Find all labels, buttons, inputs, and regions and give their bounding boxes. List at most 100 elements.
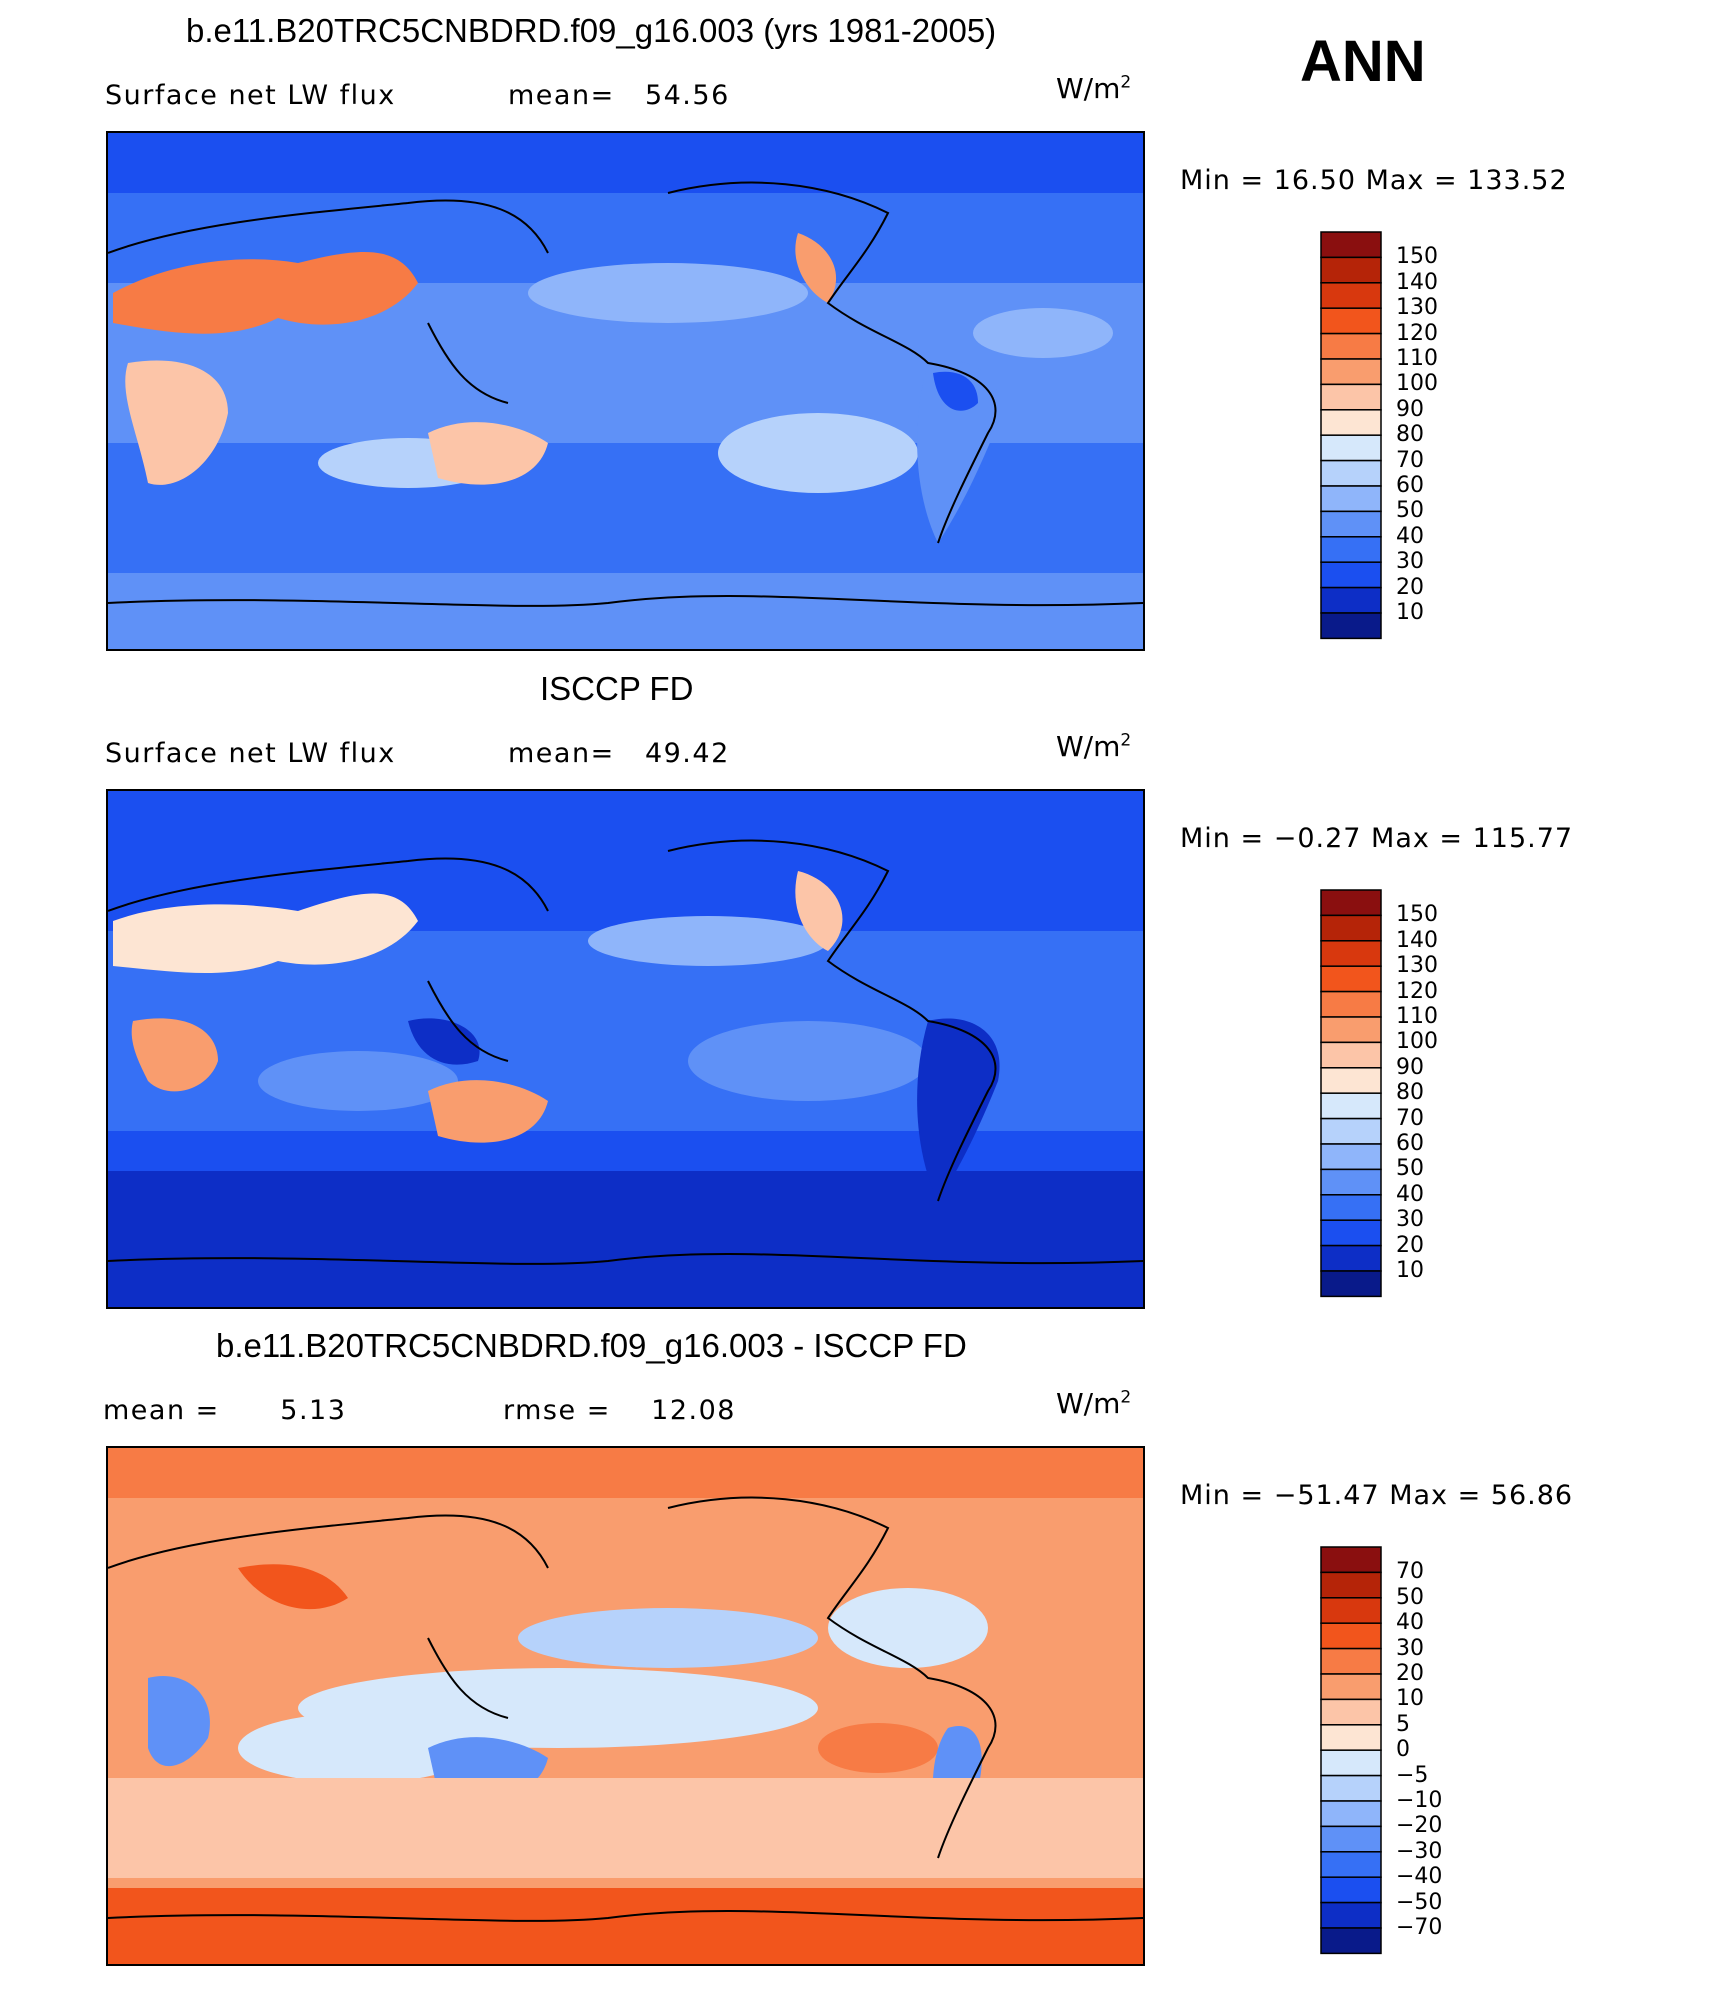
colorbar-swatch [1320,332,1382,360]
colorbar-tick-label: 30 [1396,1635,1424,1661]
colorbar-tick-label: 0 [1396,1737,1410,1763]
colorbar-tick-label: 10 [1396,1686,1424,1712]
panel-3-mean-label: mean = 5.13 [103,1395,346,1426]
colorbar-swatch [1320,1041,1382,1069]
colorbar-tick-label: 70 [1396,1559,1424,1585]
colorbar-swatch [1320,383,1382,411]
colorbar-tick-label: 90 [1396,1054,1424,1080]
colorbar-tick-label: 140 [1396,927,1438,953]
colorbar-swatch [1320,1698,1382,1726]
colorbar-svg [1320,231,1382,640]
colorbar-tick-label: 90 [1396,396,1424,422]
colorbar-tick-label: 10 [1396,1258,1424,1283]
colorbar-swatch [1320,889,1382,917]
panel-3-pacific-north-blue [518,1608,818,1668]
panel-3-asia-hot [238,1564,348,1610]
panel-1-colorbar: 150 140 130 120 110 100 90 80 70 60 50 40 30 20 10 [1320,231,1500,647]
colorbar-swatch [1320,940,1382,967]
panel-3-coastline-asia [108,1514,549,1719]
panel-2-sahara [113,893,418,973]
colorbar-tick-label: −30 [1396,1838,1443,1864]
season-label: ANN [1300,29,1426,94]
panel-1-north-america-west [795,233,837,303]
panel-1-mean-text: mean= [508,80,615,111]
panel-1-antarctic-band [108,573,1143,649]
panel-3-units: W/m2 [1056,1387,1131,1420]
colorbar-swatch [1320,1927,1382,1955]
panel-3-rmse-text: rmse = [503,1395,611,1426]
panel-2-map-svg [108,791,1143,1307]
panel-3-mean-value: 5.13 [280,1395,347,1426]
colorbar-tick-label: 50 [1396,1584,1424,1610]
panel-3-title: b.e11.B20TRC5CNBDRD.f09_g16.003 - ISCCP … [216,1327,967,1364]
colorbar-tick-label: 20 [1396,1661,1424,1686]
panel-1-mean-value: 54.56 [644,80,730,111]
colorbar-tick-label: 140 [1396,269,1438,295]
panel-1-south-band [108,493,1143,573]
panel-3-coastline-antarctica [108,1909,1143,1922]
panel-2-title: ISCCP FD [540,670,694,707]
panel-3-south-mid-band [108,1778,1143,1878]
colorbar-tick-label: −20 [1396,1813,1443,1839]
colorbar-swatch [1320,459,1382,487]
panel-2-coastline-americas [667,839,997,1202]
colorbar-swatch [1320,965,1382,993]
colorbar-swatch [1320,256,1382,284]
panel-2-mean-value: 49.42 [644,738,730,769]
colorbar-tick-label: 60 [1396,1131,1424,1156]
colorbar-swatch [1320,1622,1382,1650]
panel-3-south-pacific-hot [818,1723,938,1773]
colorbar-swatch [1320,231,1382,259]
colorbar-swatch [1320,1749,1382,1777]
colorbar-tick-label: 120 [1396,320,1438,346]
panel-2-maritime-continent [408,1018,480,1065]
colorbar-tick-label: 150 [1396,902,1438,928]
colorbar-tick-label: −40 [1396,1864,1443,1890]
panel-2-coastline-antarctica [108,1252,1143,1265]
colorbar-swatch [1320,1219,1382,1247]
panel-3-coastline-americas [667,1496,997,1859]
colorbar-swatch [1320,1143,1382,1171]
colorbar-tick-label: 100 [1396,1029,1438,1055]
colorbar-tick-label: 30 [1396,1207,1424,1233]
colorbar-swatch [1320,510,1382,538]
colorbar-tick-label: −70 [1396,1915,1443,1940]
colorbar-tick-label: 50 [1396,498,1424,524]
panel-1-mean-label: mean= 54.56 [508,80,730,111]
colorbar-tick-label: 70 [1396,447,1424,473]
panel-2-map [106,789,1145,1309]
panel-2-coastline-asia [108,857,549,1062]
panel-1-minmax: Min = 16.50 Max = 133.52 [1180,165,1568,196]
colorbar-svg [1320,1546,1382,1955]
panel-3-mean-text: mean = [103,1395,220,1426]
panel-3-units-text: W/m [1056,1387,1121,1420]
panel-1-variable-label: Surface net LW flux [105,80,396,111]
panel-1-australia [428,422,548,485]
colorbar-swatch [1320,1673,1382,1701]
colorbar-tick-label: 40 [1396,1181,1424,1207]
colorbar-swatch [1320,434,1382,462]
panel-1-coastline-americas [667,181,997,544]
colorbar-swatch [1320,485,1382,513]
colorbar-tick-label: 40 [1396,1610,1424,1636]
colorbar-swatch [1320,536,1382,563]
panel-2-south-america [917,1018,1000,1201]
colorbar-swatch [1320,1168,1382,1196]
panel-3-map [106,1446,1145,1966]
colorbar-tick-label: 10 [1396,600,1424,625]
colorbar-tick-label: 110 [1396,1004,1438,1029]
panel-2-units-sup: 2 [1120,730,1132,751]
panel-2-colorbar: 150 140 130 120 110 100 90 80 70 60 50 40 30 20 10 [1320,889,1500,1305]
colorbar-swatch [1320,1092,1382,1120]
panel-1-atlantic-light [973,308,1113,358]
colorbar-tick-label: 130 [1396,953,1438,979]
panel-1-map-svg [108,133,1143,649]
colorbar-swatch [1320,1876,1382,1904]
colorbar-swatch [1320,1825,1382,1853]
panel-1-map [106,131,1145,651]
panel-2-pacific-light [588,916,828,966]
colorbar-swatch [1320,409,1382,436]
panel-1-south-pacific-light [718,413,918,493]
panel-1-title: b.e11.B20TRC5CNBDRD.f09_g16.003 (yrs 198… [186,12,997,49]
colorbar-swatch [1320,561,1382,589]
